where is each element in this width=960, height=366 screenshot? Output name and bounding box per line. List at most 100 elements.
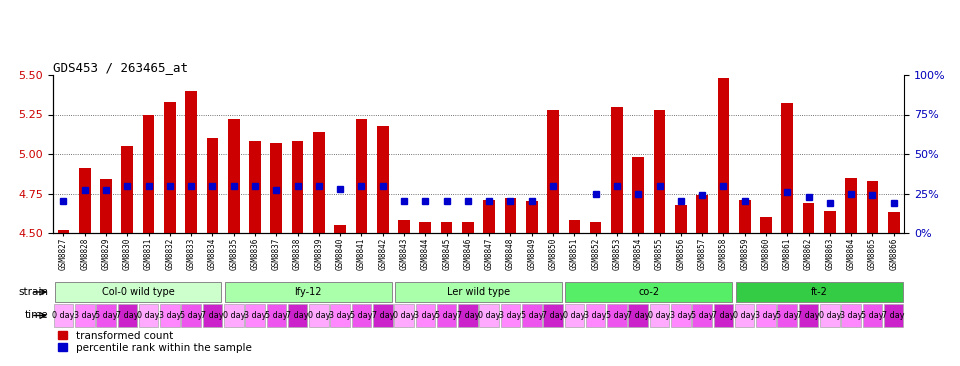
Text: 5 day: 5 day <box>776 311 799 320</box>
Bar <box>633 157 644 233</box>
Text: 0 day: 0 day <box>308 311 330 320</box>
Bar <box>734 304 755 327</box>
Bar <box>568 220 580 233</box>
Bar <box>671 304 690 327</box>
Bar <box>629 304 648 327</box>
Bar <box>79 168 90 233</box>
Bar <box>458 304 478 327</box>
Bar <box>526 201 538 233</box>
Text: 0 day: 0 day <box>478 311 500 320</box>
Bar <box>820 304 840 327</box>
Text: 5 day: 5 day <box>350 311 372 320</box>
Bar <box>75 304 94 327</box>
Text: 7 day: 7 day <box>541 311 564 320</box>
Text: ft-2: ft-2 <box>811 287 828 297</box>
Bar <box>185 91 197 233</box>
Bar <box>245 304 265 327</box>
Bar <box>117 304 137 327</box>
Bar <box>58 230 69 233</box>
Text: 0 day: 0 day <box>52 311 75 320</box>
Text: 0 day: 0 day <box>223 311 245 320</box>
Text: 3 day: 3 day <box>74 311 96 320</box>
Bar <box>778 304 797 327</box>
Bar <box>96 304 116 327</box>
Bar <box>756 304 776 327</box>
Bar <box>717 78 730 233</box>
Bar <box>250 141 261 233</box>
Bar <box>547 110 559 233</box>
Bar <box>799 304 818 327</box>
Bar <box>739 200 751 233</box>
Text: Col-0 wild type: Col-0 wild type <box>102 287 175 297</box>
Bar <box>863 304 882 327</box>
Bar <box>522 304 541 327</box>
Text: 5 day: 5 day <box>520 311 543 320</box>
Text: 0 day: 0 day <box>733 311 756 320</box>
Bar <box>224 304 244 327</box>
Text: 5 day: 5 day <box>265 311 288 320</box>
Bar <box>589 222 602 233</box>
Bar <box>564 304 584 327</box>
Bar <box>483 200 495 233</box>
Bar <box>395 304 414 327</box>
Text: 7 day: 7 day <box>286 311 309 320</box>
Bar <box>355 119 368 233</box>
Bar <box>54 304 73 327</box>
Text: 7 day: 7 day <box>202 311 224 320</box>
Bar <box>713 304 733 327</box>
Bar <box>501 304 520 327</box>
Bar <box>824 211 835 233</box>
Bar <box>292 141 303 233</box>
Bar <box>420 222 431 233</box>
Text: time: time <box>24 310 48 321</box>
Bar <box>139 304 158 327</box>
Text: co-2: co-2 <box>638 287 660 297</box>
Text: 5 day: 5 day <box>436 311 458 320</box>
Text: 0 day: 0 day <box>564 311 586 320</box>
Text: 0 day: 0 day <box>393 311 416 320</box>
Text: 7 day: 7 day <box>372 311 394 320</box>
Bar <box>441 222 452 233</box>
Bar <box>351 304 372 327</box>
Bar <box>288 304 307 327</box>
Bar <box>267 304 286 327</box>
Text: 5 day: 5 day <box>861 311 883 320</box>
Text: strain: strain <box>18 287 48 297</box>
Bar <box>586 304 606 327</box>
Bar <box>884 304 903 327</box>
Text: lfy-12: lfy-12 <box>295 287 322 297</box>
Bar <box>416 304 435 327</box>
Text: 5 day: 5 day <box>180 311 203 320</box>
Bar <box>330 304 350 327</box>
Bar <box>225 282 392 302</box>
Bar <box>888 212 900 233</box>
Bar <box>203 304 223 327</box>
Bar <box>398 220 410 233</box>
Text: 0 day: 0 day <box>137 311 159 320</box>
Bar <box>654 110 665 233</box>
Text: GDS453 / 263465_at: GDS453 / 263465_at <box>53 61 188 74</box>
Text: 0 day: 0 day <box>819 311 841 320</box>
Text: 7 day: 7 day <box>712 311 734 320</box>
Text: 3 day: 3 day <box>414 311 437 320</box>
Bar <box>377 126 389 233</box>
Text: 3 day: 3 day <box>158 311 181 320</box>
Bar <box>845 178 857 233</box>
Bar <box>309 304 328 327</box>
Bar <box>543 304 563 327</box>
Bar <box>100 179 112 233</box>
Bar <box>612 107 623 233</box>
Bar <box>206 138 218 233</box>
Bar <box>505 198 516 233</box>
Text: 3 day: 3 day <box>840 311 862 320</box>
Text: Ler wild type: Ler wild type <box>447 287 510 297</box>
Bar <box>607 304 627 327</box>
Bar <box>696 195 708 233</box>
Text: 0 day: 0 day <box>648 311 671 320</box>
Bar <box>437 304 456 327</box>
Text: 5 day: 5 day <box>606 311 628 320</box>
Bar <box>271 143 282 233</box>
Bar <box>396 282 562 302</box>
Bar <box>55 282 222 302</box>
Text: 3 day: 3 day <box>755 311 778 320</box>
